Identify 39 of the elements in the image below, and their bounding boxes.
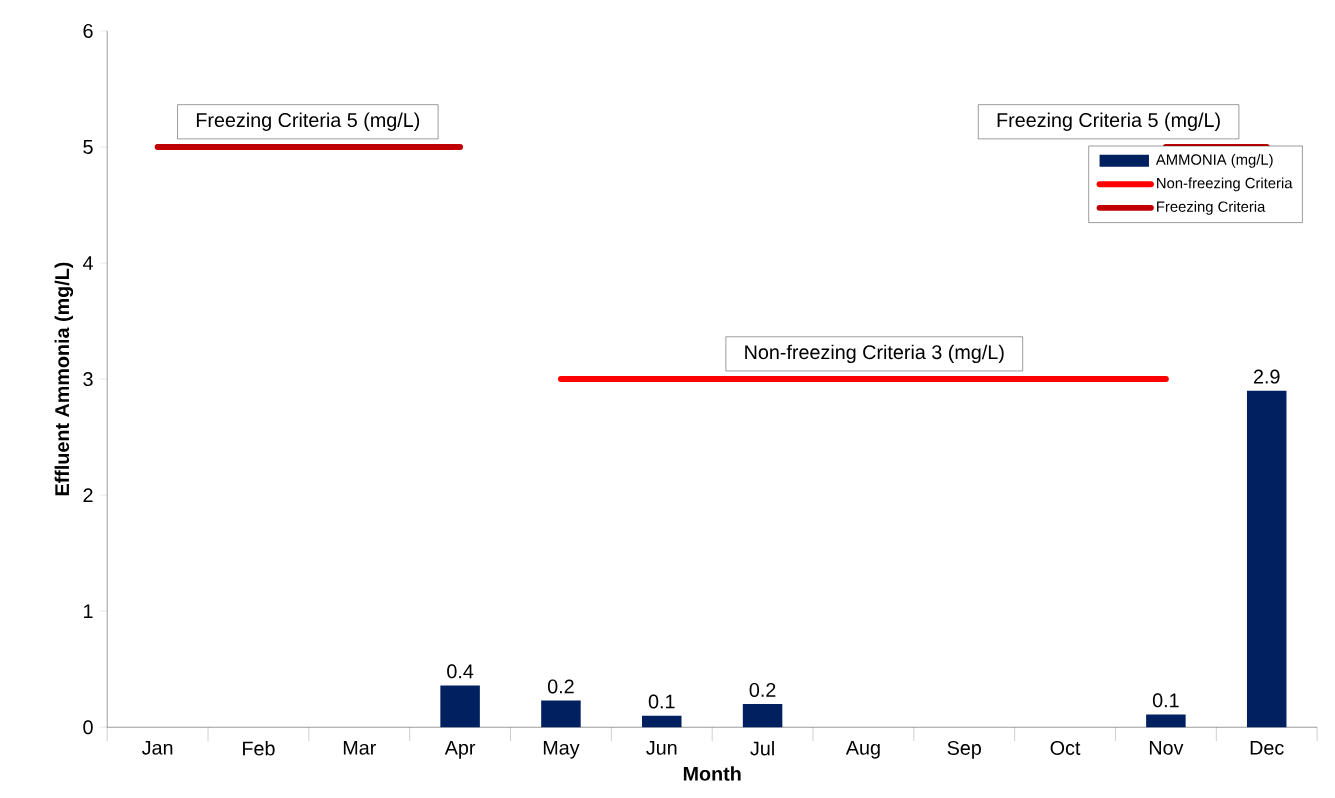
y-tick-label: 0 bbox=[83, 720, 93, 735]
x-axis-title: Month bbox=[683, 766, 741, 781]
annotation: Freezing Criteria 5 (mg/L) bbox=[997, 112, 1220, 131]
x-tick-label: Dec bbox=[1250, 740, 1284, 755]
y-tick-label: 3 bbox=[83, 372, 93, 387]
bar bbox=[1246, 390, 1287, 728]
bar bbox=[742, 704, 783, 728]
y-tick-label: 4 bbox=[82, 256, 93, 270]
data-label: 0.2 bbox=[749, 682, 776, 697]
x-tick-label: Mar bbox=[343, 740, 376, 755]
legend-label: AMMONIA (mg/L) bbox=[1155, 153, 1273, 168]
x-tick-label: Oct bbox=[1050, 740, 1081, 755]
y-tick-label: 6 bbox=[83, 23, 93, 38]
data-label: 2.9 bbox=[1253, 369, 1280, 384]
legend-label: Freezing Criteria bbox=[1157, 201, 1266, 215]
x-tick-label: Jan bbox=[142, 740, 173, 755]
x-tick-label: Jul bbox=[750, 740, 774, 756]
data-label: 0.4 bbox=[447, 664, 474, 679]
bar bbox=[1146, 714, 1186, 728]
legend-label: Non-freezing Criteria bbox=[1157, 177, 1293, 192]
x-tick-label: Aug bbox=[845, 740, 880, 759]
bar bbox=[541, 700, 581, 728]
x-tick-label: May bbox=[543, 740, 580, 759]
x-tick-label: Sep bbox=[947, 740, 981, 759]
data-label: 0.1 bbox=[1152, 693, 1179, 708]
annotation: Non-freezing Criteria 3 (mg/L) bbox=[745, 344, 1004, 364]
x-tick-label: Apr bbox=[444, 740, 476, 759]
x-tick-label: Nov bbox=[1149, 740, 1184, 755]
annotation: Freezing Criteria 5 (mg/L) bbox=[196, 112, 420, 131]
bar bbox=[642, 715, 682, 728]
data-label: 0.2 bbox=[547, 679, 574, 694]
y-tick-label: 1 bbox=[84, 604, 93, 618]
x-tick-label: Jun bbox=[646, 740, 677, 755]
y-axis-title: Effluent Ammonia (mg/L) bbox=[54, 262, 74, 496]
data-label: 0.1 bbox=[648, 694, 675, 709]
y-tick-label: 2 bbox=[83, 488, 93, 503]
bar bbox=[440, 685, 480, 728]
x-tick-label: Feb bbox=[243, 740, 275, 756]
y-tick-label: 5 bbox=[83, 140, 93, 154]
